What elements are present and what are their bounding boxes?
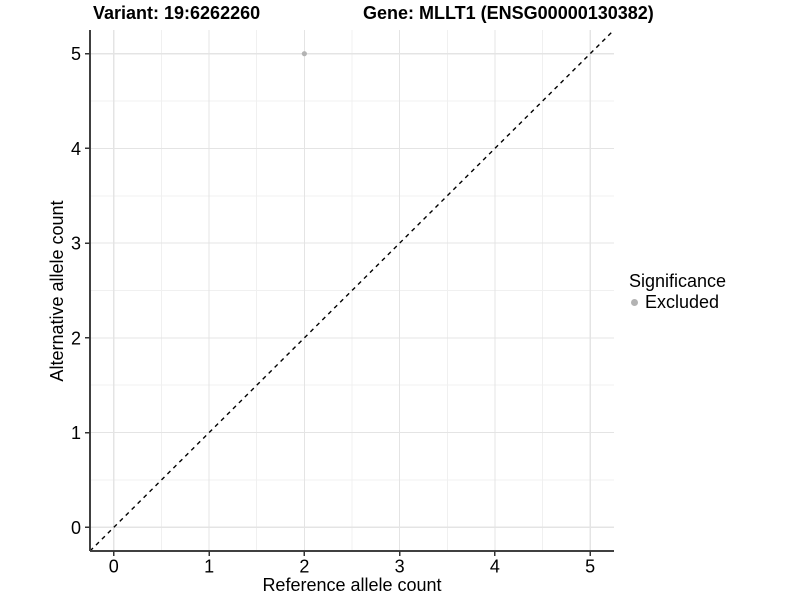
y-tick-label: 2 [71, 328, 81, 348]
x-tick-label: 3 [395, 557, 405, 577]
y-tick-label: 4 [71, 139, 81, 159]
gene-title: Gene: MLLT1 (ENSG00000130382) [363, 3, 654, 23]
legend-item-excluded: Excluded [629, 292, 726, 313]
x-tick-label: 4 [490, 557, 500, 577]
identity-dashed-line [89, 29, 615, 552]
legend-title: Significance [629, 271, 727, 291]
excluded-marker-icon [631, 299, 638, 306]
y-tick-label: 1 [71, 423, 81, 443]
x-axis-label: Reference allele count [262, 575, 442, 595]
data-point [301, 51, 307, 57]
y-tick-label: 0 [71, 518, 81, 538]
y-tick-label: 5 [71, 44, 81, 64]
x-tick-label: 0 [109, 557, 119, 577]
y-tick-label: 3 [71, 234, 81, 254]
legend-item-label: Excluded [645, 292, 720, 312]
legend: Significance Excluded [629, 271, 726, 313]
y-axis-label: Alternative allele count [47, 200, 67, 382]
x-tick-label: 2 [299, 557, 309, 577]
x-tick-label: 1 [204, 557, 214, 577]
variant-title: Variant: 19:6262260 [93, 3, 261, 23]
x-tick-label: 5 [585, 557, 595, 577]
